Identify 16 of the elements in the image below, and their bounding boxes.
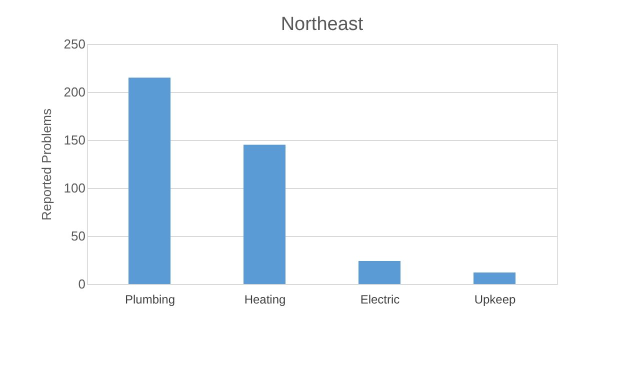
x-tick-label: Upkeep xyxy=(474,292,516,306)
y-tick-label: 50 xyxy=(71,228,86,244)
y-tick-label: 200 xyxy=(64,84,86,100)
bar xyxy=(474,272,516,284)
x-tick-label: Electric xyxy=(360,292,400,306)
bar xyxy=(244,144,286,284)
y-tick-label: 150 xyxy=(64,132,86,148)
y-axis-title: Reported Problems xyxy=(38,108,54,220)
bar xyxy=(358,260,400,284)
chart-title: Northeast xyxy=(280,14,364,35)
x-tick-label: Heating xyxy=(244,292,286,306)
x-tick-label: Plumbing xyxy=(124,292,176,306)
y-tick-label: 100 xyxy=(64,180,86,196)
y-tick-label: 0 xyxy=(78,276,86,292)
bar xyxy=(128,78,170,284)
y-tick-label: 250 xyxy=(64,36,86,52)
